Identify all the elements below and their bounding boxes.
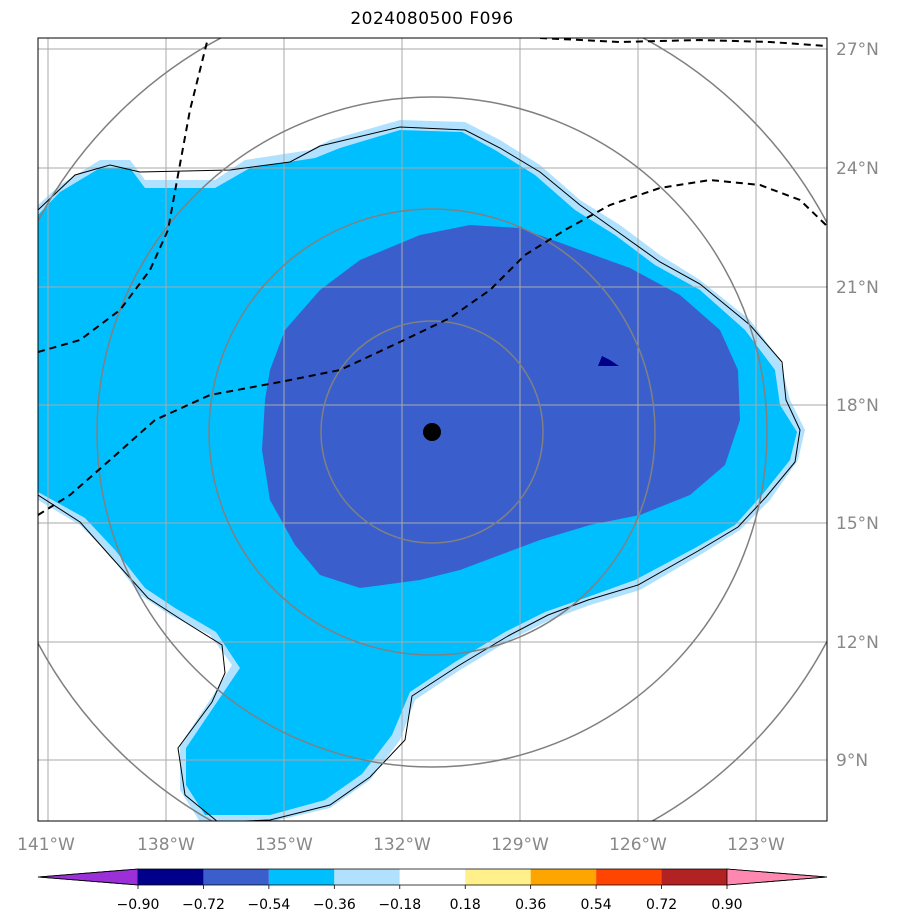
colorbar-segment (138, 869, 204, 885)
colorbar-tick-label: 0.90 (711, 897, 742, 913)
lon-label-132w: 132°W (373, 835, 431, 855)
lat-label-24: 24°N (836, 159, 879, 179)
lat-label-9: 9°N (836, 751, 868, 771)
lon-label-135w: 135°W (255, 835, 313, 855)
lat-label-21: 21°N (836, 278, 879, 298)
colorbar-segment (661, 869, 727, 885)
colorbar-tick-label: −0.54 (247, 897, 290, 913)
colorbar-tick-label: 0.18 (450, 897, 481, 913)
outer-contour-line (38, 126, 801, 821)
colorbar-tick-label: −0.18 (378, 897, 421, 913)
anomaly-fill-royal-blue (262, 225, 740, 588)
colorbar-tick-label: −0.90 (117, 897, 160, 913)
colorbar-segment (399, 869, 466, 885)
colorbar (37, 868, 828, 886)
map-title: 2024080500 F096 (350, 9, 514, 29)
range-rings (38, 38, 827, 821)
graticule (38, 38, 827, 821)
lon-label-123w: 123°W (727, 835, 785, 855)
lon-label-138w: 138°W (137, 835, 195, 855)
colorbar-extend-low (37, 868, 139, 886)
lon-label-141w: 141°W (17, 835, 75, 855)
colorbar-tick-label: −0.72 (182, 897, 225, 913)
colorbar-extend-high (726, 868, 828, 886)
map-area (38, 38, 827, 821)
colorbar-segment (334, 869, 400, 885)
longitude-labels: 141°W 138°W 135°W 132°W 129°W 126°W 123°… (17, 835, 785, 855)
lat-label-27: 27°N (836, 40, 879, 60)
lon-label-126w: 126°W (609, 835, 667, 855)
lon-label-129w: 129°W (491, 835, 549, 855)
colorbar-ticks: −0.90 −0.72 −0.54 −0.36 −0.18 0.18 0.36 0.54 0.7… (117, 885, 743, 913)
storm-center-dot (423, 423, 441, 441)
colorbar-segment (203, 869, 269, 885)
colorbar-tick-label: 0.54 (581, 897, 612, 913)
lat-label-18: 18°N (836, 396, 879, 416)
lat-label-12: 12°N (836, 633, 879, 653)
lat-label-15: 15°N (836, 514, 879, 534)
colorbar-segment (465, 869, 531, 885)
anomaly-fill-navy (598, 356, 619, 366)
colorbar-segment (268, 869, 335, 885)
colorbar-segment (596, 869, 662, 885)
latitude-labels: 27°N 24°N 21°N 18°N 15°N 12°N 9°N (836, 40, 879, 771)
dashed-contours (38, 38, 827, 516)
colorbar-tick-label: −0.36 (313, 897, 356, 913)
colorbar-tick-label: 0.72 (646, 897, 677, 913)
map-frame (37, 37, 828, 822)
colorbar-segment (530, 869, 597, 885)
colorbar-tick-label: 0.36 (515, 897, 546, 913)
